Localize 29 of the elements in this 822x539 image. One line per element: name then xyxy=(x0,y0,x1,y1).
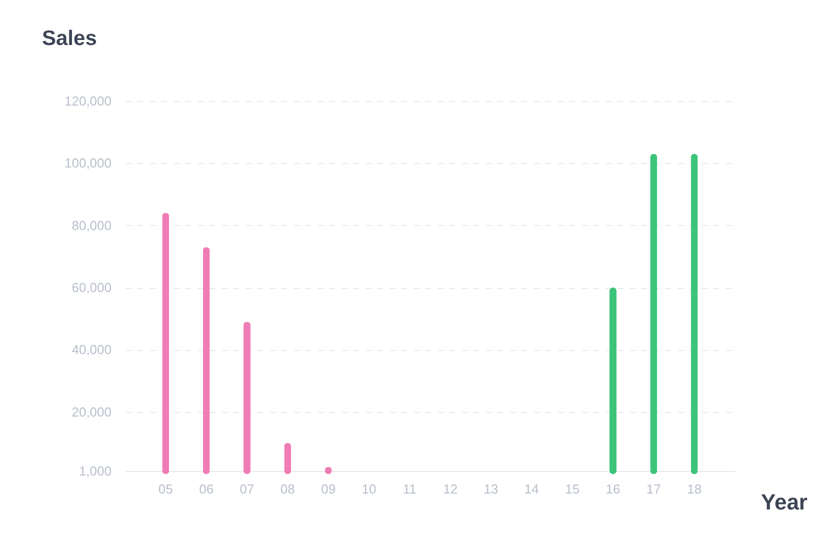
bar xyxy=(244,322,250,474)
x-tick-label: 17 xyxy=(646,482,661,496)
chart-title: Sales xyxy=(42,27,97,50)
y-tick-label: 20,000 xyxy=(72,404,112,420)
x-tick-label: 05 xyxy=(158,482,173,496)
y-tick-label: 100,000 xyxy=(64,156,112,171)
x-tick-label: 07 xyxy=(240,482,254,496)
x-tick-label: 16 xyxy=(606,482,620,496)
y-tick-label: 80,000 xyxy=(72,218,112,233)
x-tick-label: 18 xyxy=(687,482,702,496)
y-tick-label: 60,000 xyxy=(72,280,112,296)
x-tick-label: 08 xyxy=(280,482,295,496)
bar xyxy=(162,212,170,474)
y-tick-label: 1,000 xyxy=(78,464,112,478)
bar xyxy=(202,247,210,474)
x-axis-title: Year xyxy=(761,490,808,514)
x-tick-label: 10 xyxy=(362,482,376,496)
y-tick-label: 120,000 xyxy=(64,94,112,108)
x-tick-label: 15 xyxy=(565,482,580,496)
y-tick-label: 40,000 xyxy=(72,342,112,358)
x-tick-label: 12 xyxy=(443,482,458,496)
x-tick-label: 14 xyxy=(524,482,539,496)
x-tick-label: 11 xyxy=(402,482,416,496)
bar xyxy=(610,288,616,474)
x-tick-label: 09 xyxy=(321,482,336,496)
bar xyxy=(690,154,698,474)
x-tick-label: 06 xyxy=(199,482,214,496)
x-tick-label: 13 xyxy=(484,482,498,496)
bar xyxy=(650,154,658,474)
